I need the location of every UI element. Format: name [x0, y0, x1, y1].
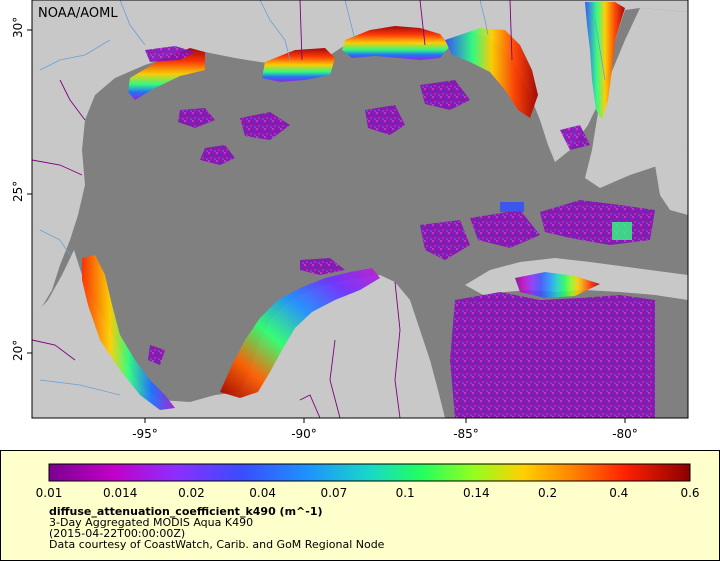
rivers [39, 0, 606, 396]
plume-louisiana-shelf [262, 48, 335, 82]
lat-tick-20: 20° [11, 340, 25, 361]
lat-tick-25: 25° [11, 181, 25, 202]
map-frame [31, 0, 689, 419]
lon-tick-95: -95° [132, 427, 158, 441]
land-florida [585, 8, 688, 188]
colorbar-tick-label: 0.014 [103, 486, 137, 500]
colorbar-tick-label: 0.6 [680, 486, 699, 500]
map-plot-area [32, 0, 688, 418]
patch-blue [500, 202, 524, 212]
colorbar-tick-label: 0.2 [538, 486, 557, 500]
colorbar-tick-label: 0.4 [609, 486, 628, 500]
plume-campeche [220, 268, 380, 398]
colorbar-ticks: 0.01 0.014 0.02 0.04 0.07 0.1 0.14 0.2 0.4 0.6 [36, 486, 700, 500]
colorbar-tick-label: 0.14 [463, 486, 490, 500]
legend-panel: 0.01 0.014 0.02 0.04 0.07 0.1 0.14 0.2 0.4 0.6 di… [0, 450, 720, 561]
colorbar-tick-label: 0.07 [321, 486, 348, 500]
longitude-axis [144, 418, 626, 423]
lon-tick-85: -85° [453, 427, 479, 441]
borders [32, 0, 513, 418]
credit-label: NOAA/AOML [38, 6, 118, 21]
legend-courtesy: Data courtesy of CoastWatch, Carib. and … [49, 538, 385, 551]
land-bahamas [655, 150, 688, 215]
patch-green [612, 222, 632, 240]
latitude-axis [27, 29, 32, 354]
colorbar-tick-label: 0.1 [396, 486, 415, 500]
plume-east-florida [585, 2, 625, 120]
map-figure: NOAA/AOML 30° 25° 20° -95° -90° -85° -80… [11, 0, 689, 441]
plume-texas-louisiana [128, 48, 205, 100]
plume-mississippi [342, 26, 450, 60]
colorbar-gradient [48, 463, 691, 482]
colorbar-tick-label: 0.04 [249, 486, 276, 500]
plume-west-coast-mexico [82, 255, 175, 410]
open-ocean-patches [145, 46, 655, 418]
colorbar-tick-label: 0.02 [178, 486, 205, 500]
colorbar-tick-label: 0.01 [36, 486, 63, 500]
lon-tick-90: -90° [291, 427, 317, 441]
plume-cuba-north [515, 272, 600, 298]
legend-variable: diffuse_attenuation_coefficient_k490 (m^… [49, 505, 323, 518]
legend-dataset: 3-Day Aggregated MODIS Aqua K490 [49, 516, 254, 529]
plume-florida-panhandle [445, 28, 538, 118]
lon-tick-80: -80° [612, 427, 638, 441]
legend-time: (2015-04-22T00:00:00Z) [49, 527, 186, 540]
lat-tick-30: 30° [11, 17, 25, 38]
colorbar: 0.01 0.014 0.02 0.04 0.07 0.1 0.14 0.2 0.4 0.6 [36, 463, 700, 500]
